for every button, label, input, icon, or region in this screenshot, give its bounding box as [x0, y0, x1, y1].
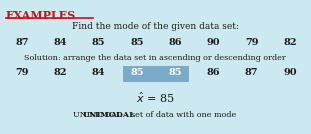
Text: 86: 86 [207, 68, 220, 77]
Text: 86: 86 [168, 38, 182, 47]
Text: 79: 79 [15, 68, 29, 77]
Text: 82: 82 [283, 38, 297, 47]
Text: UNIMODAL – set of data with one mode: UNIMODAL – set of data with one mode [73, 111, 237, 119]
Text: 84: 84 [53, 38, 67, 47]
Text: 82: 82 [53, 68, 67, 77]
Text: 85: 85 [168, 68, 182, 77]
Text: UNIMODAL: UNIMODAL [82, 111, 135, 119]
Text: Find the mode of the given data set:: Find the mode of the given data set: [72, 22, 239, 31]
Text: 87: 87 [15, 38, 29, 47]
Text: $\hat{x}$ = 85: $\hat{x}$ = 85 [136, 91, 174, 105]
Text: EXAMPLES: EXAMPLES [6, 10, 76, 21]
Text: 79: 79 [245, 38, 258, 47]
Text: 85: 85 [130, 68, 144, 77]
Text: 85: 85 [130, 38, 144, 47]
Text: 85: 85 [92, 38, 105, 47]
Text: 90: 90 [207, 38, 220, 47]
Text: 84: 84 [92, 68, 105, 77]
Text: 87: 87 [245, 68, 258, 77]
Text: Solution: arrange the data set in ascending or descending order: Solution: arrange the data set in ascend… [24, 54, 286, 62]
Text: 90: 90 [283, 68, 297, 77]
FancyBboxPatch shape [123, 66, 189, 82]
